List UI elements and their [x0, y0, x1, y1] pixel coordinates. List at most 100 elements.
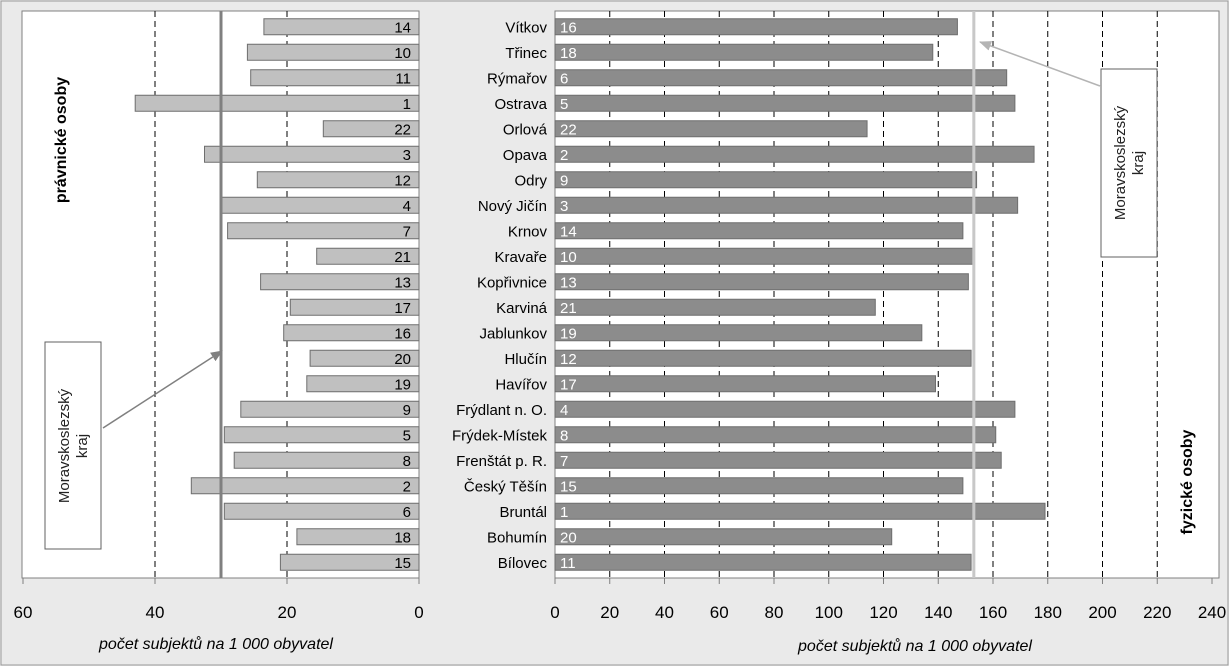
- left-panel-label: právnické osoby: [53, 77, 70, 203]
- category-label: Rýmařov: [487, 70, 548, 87]
- right-tick-label: 140: [924, 603, 952, 622]
- left-rank-label: 16: [394, 325, 411, 342]
- right-bar: [554, 43, 934, 61]
- left-rank-label: 14: [394, 19, 411, 36]
- category-label: Hlučín: [504, 351, 547, 368]
- left-rank-label: 11: [395, 70, 411, 87]
- left-rank-label: 3: [403, 147, 411, 164]
- left-rank-label: 19: [394, 376, 411, 393]
- left-bar: [223, 426, 420, 444]
- right-axis-title: počet subjektů na 1 000 obyvatel: [797, 637, 1032, 655]
- right-bar: [554, 477, 964, 495]
- category-label: Třinec: [505, 45, 547, 62]
- left-reference-label-line1: Moravskoslezský: [56, 388, 73, 503]
- right-reference-label: Moravskoslezský kraj: [1112, 105, 1147, 220]
- left-reference-arrow: [102, 350, 223, 429]
- right-reference-box: [1100, 68, 1158, 258]
- left-bar: [306, 375, 420, 393]
- left-bar: [283, 324, 420, 342]
- left-bar: [190, 477, 420, 495]
- right-tick-label: 60: [710, 603, 729, 622]
- category-label: Jablunkov: [479, 325, 547, 342]
- left-reference-label: Moravskoslezský kraj: [56, 388, 91, 503]
- left-bar: [233, 451, 420, 469]
- left-bar: [256, 171, 420, 189]
- left-rank-label: 1: [403, 96, 411, 113]
- left-tick-label: 60: [14, 603, 33, 622]
- left-bar: [289, 298, 420, 316]
- right-rank-label: 6: [560, 70, 568, 87]
- right-axis-ticks: 0 20 40 60 80 100 120 140 160 180 200 220 240: [550, 578, 1226, 622]
- category-label: Ostrava: [494, 96, 547, 113]
- right-bar: [554, 94, 1016, 112]
- left-bar: [296, 528, 420, 546]
- right-rank-label: 15: [560, 478, 577, 495]
- left-bar: [260, 273, 420, 291]
- right-bar: [554, 502, 1046, 520]
- left-bar: [240, 400, 420, 418]
- right-tick-label: 20: [600, 603, 619, 622]
- right-rank-label: 12: [560, 351, 577, 368]
- right-tick-label: 220: [1143, 603, 1171, 622]
- right-rank-label: 7: [560, 453, 568, 470]
- left-rank-label: 8: [403, 453, 411, 470]
- left-rank-label: 18: [394, 529, 411, 546]
- category-label: Český Těšín: [464, 478, 547, 495]
- right-rank-label: 2: [560, 147, 568, 164]
- right-bar: [554, 18, 958, 36]
- left-reference-box: [44, 341, 102, 550]
- left-bar: [227, 222, 420, 240]
- right-rank-label: 19: [560, 325, 577, 342]
- right-rank-label: 4: [560, 402, 568, 419]
- right-tick-label: 80: [765, 603, 784, 622]
- left-rank-label: 15: [394, 555, 411, 572]
- category-label: Odry: [514, 172, 547, 189]
- right-rank-label: 9: [560, 172, 568, 189]
- right-bar: [554, 69, 1008, 87]
- left-bar: [204, 145, 420, 163]
- left-axis-ticks: 60 40 20 0: [14, 578, 424, 622]
- left-axis-title: počet subjektů na 1 000 obyvatel: [98, 635, 333, 653]
- right-bar: [554, 145, 1035, 163]
- right-bar: [554, 298, 876, 316]
- right-rank-label: 18: [560, 45, 577, 62]
- right-panel-label: fyzické osoby: [1179, 429, 1196, 534]
- right-rank-label: 1: [560, 504, 568, 521]
- right-bar: [554, 349, 972, 367]
- right-bar: [554, 375, 937, 393]
- left-reference-label-line2: kraj: [74, 434, 91, 458]
- left-rank-label: 12: [394, 172, 411, 189]
- right-reference-arrow: [979, 41, 1101, 87]
- category-label: Kravaře: [494, 249, 547, 266]
- right-rank-label: 8: [560, 427, 568, 444]
- category-label: Frenštát p. R.: [456, 453, 547, 470]
- right-bar: [554, 247, 975, 265]
- right-bar: [554, 324, 923, 342]
- left-bar: [279, 553, 420, 571]
- category-label: Bílovec: [498, 555, 548, 572]
- category-label: Nový Jičín: [478, 198, 547, 215]
- right-reference-label-line2: kraj: [1130, 151, 1147, 175]
- right-bars: [554, 18, 1046, 571]
- right-rank-label: 3: [560, 198, 568, 215]
- right-tick-label: 100: [815, 603, 843, 622]
- right-bar: [554, 426, 997, 444]
- category-label: Kopřivnice: [477, 274, 547, 291]
- right-bar: [554, 400, 1016, 418]
- left-bar: [134, 94, 420, 112]
- right-rank-label: 13: [560, 274, 577, 291]
- right-bar: [554, 171, 978, 189]
- category-label: Vítkov: [505, 19, 547, 36]
- left-rank-label: 4: [403, 198, 411, 215]
- left-bar: [220, 196, 420, 214]
- left-rank-label: 22: [394, 121, 411, 138]
- left-rank-label: 20: [394, 351, 411, 368]
- left-rank-label: 5: [403, 427, 411, 444]
- left-tick-label: 0: [414, 603, 423, 622]
- left-rank-label: 6: [403, 504, 411, 521]
- left-rank-label: 17: [394, 300, 411, 317]
- category-label: Opava: [503, 147, 548, 164]
